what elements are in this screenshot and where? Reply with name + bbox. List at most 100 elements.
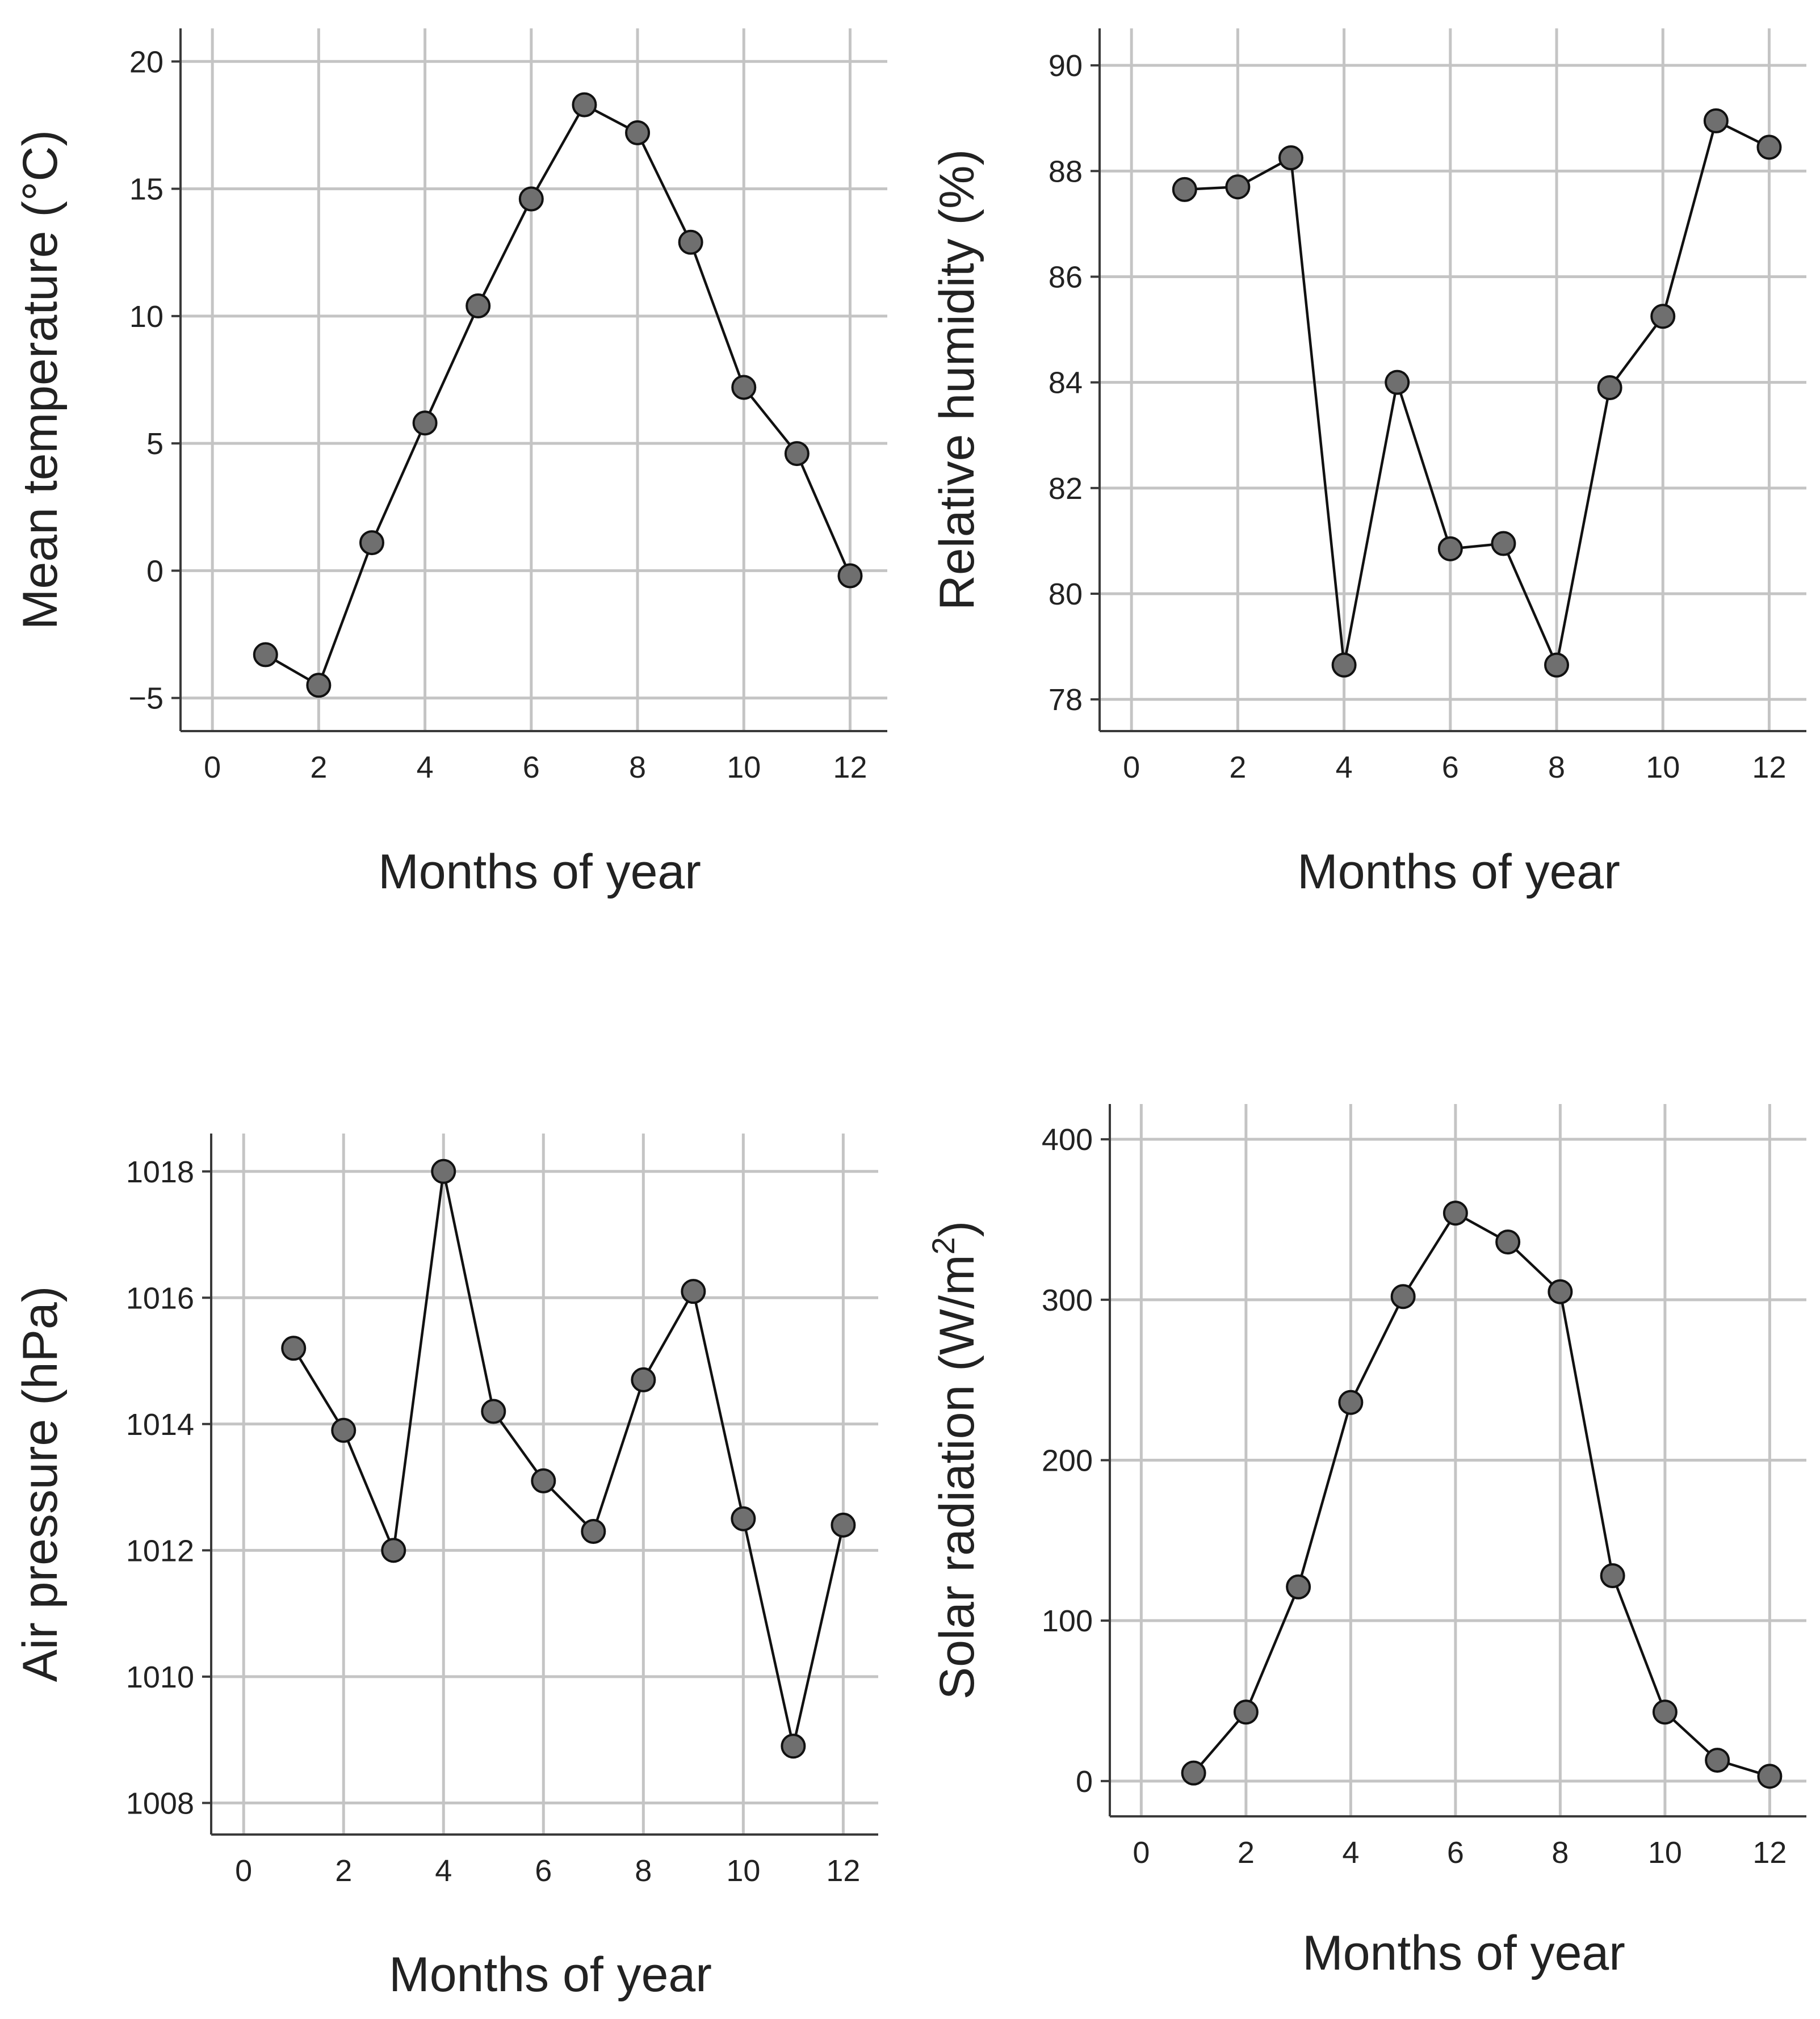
data-point bbox=[1225, 174, 1251, 200]
y-tick-label: 1008 bbox=[126, 1786, 194, 1820]
y-tick-label: 78 bbox=[1049, 683, 1083, 717]
data-point bbox=[1600, 1563, 1625, 1589]
y-tick-label: 88 bbox=[1049, 154, 1083, 188]
data-point bbox=[1548, 1279, 1573, 1304]
data-point bbox=[1390, 1284, 1416, 1309]
x-axis-title: Months of year bbox=[1297, 845, 1620, 899]
data-point bbox=[1442, 1201, 1468, 1226]
data-point bbox=[1278, 145, 1303, 171]
x-tick-label: 6 bbox=[1447, 1836, 1464, 1870]
y-tick-label: 300 bbox=[1042, 1283, 1093, 1317]
data-point bbox=[359, 530, 384, 556]
data-point bbox=[781, 1733, 806, 1759]
chart-panel-1: 0 2 4 6 8 10 12 20 15 10 5 0 −5 Months of year Mean te… bbox=[13, 28, 887, 899]
y-axis-title: Solar radiation (W/m2) bbox=[925, 1221, 984, 1700]
y-tick-label: 84 bbox=[1049, 366, 1083, 400]
y-axis-title: Air pressure (hPa) bbox=[13, 1286, 68, 1682]
x-tick-label: 4 bbox=[1342, 1836, 1359, 1870]
y-tick-label: 20 bbox=[129, 45, 163, 79]
x-tick-label: 10 bbox=[726, 1854, 760, 1888]
data-point bbox=[1233, 1699, 1259, 1725]
data-point bbox=[253, 642, 278, 668]
y-tick-label: 82 bbox=[1049, 472, 1083, 506]
data-point bbox=[731, 375, 757, 400]
data-point bbox=[1705, 1748, 1730, 1773]
series-line bbox=[265, 103, 852, 687]
data-point bbox=[331, 1417, 357, 1443]
series-line bbox=[292, 1170, 845, 1748]
y-axis-title-text: Relative humidity (%) bbox=[930, 149, 984, 610]
data-point bbox=[625, 120, 651, 145]
data-point bbox=[518, 186, 544, 212]
data-point bbox=[1544, 652, 1570, 678]
y-tick-label: 5 bbox=[146, 427, 163, 461]
x-tick-label: 0 bbox=[1133, 1836, 1150, 1870]
y-axis-title-text: Mean temperature (°C) bbox=[13, 130, 68, 629]
x-axis-title: Months of year bbox=[378, 845, 701, 899]
x-tick-label: 12 bbox=[826, 1854, 860, 1888]
x-tick-label: 6 bbox=[523, 750, 540, 784]
x-tick-label: 0 bbox=[204, 750, 221, 784]
data-point bbox=[1385, 370, 1410, 395]
data-point bbox=[1338, 1390, 1364, 1415]
x-tick-label: 10 bbox=[727, 750, 761, 784]
y-tick-label: 400 bbox=[1042, 1123, 1093, 1157]
data-point bbox=[1597, 375, 1622, 400]
x-tick-label: 12 bbox=[1752, 1836, 1787, 1870]
x-tick-label: 0 bbox=[235, 1854, 252, 1888]
x-tick-label: 8 bbox=[1551, 1836, 1569, 1870]
data-point bbox=[381, 1538, 406, 1563]
data-point bbox=[831, 1512, 856, 1538]
x-axis-title: Months of year bbox=[1302, 1926, 1625, 1980]
x-axis-title: Months of year bbox=[389, 1947, 712, 2002]
y-tick-label: 86 bbox=[1049, 260, 1083, 294]
data-point bbox=[1331, 652, 1357, 678]
data-point bbox=[431, 1158, 456, 1184]
x-tick-label: 10 bbox=[1648, 1836, 1682, 1870]
data-point bbox=[466, 293, 491, 318]
x-tick-label: 4 bbox=[435, 1854, 452, 1888]
x-tick-label: 4 bbox=[417, 750, 434, 784]
data-point bbox=[681, 1279, 706, 1304]
data-point bbox=[1172, 177, 1197, 202]
data-point bbox=[1650, 304, 1676, 329]
data-point bbox=[1757, 1764, 1783, 1789]
chart-panel-2: 0 2 4 6 8 10 12 90 88 86 84 82 80 78 Months of year Rel… bbox=[930, 28, 1806, 899]
data-point bbox=[412, 410, 438, 436]
x-tick-label: 2 bbox=[335, 1854, 352, 1888]
x-tick-label: 2 bbox=[310, 750, 327, 784]
y-tick-label: 90 bbox=[1049, 49, 1083, 83]
y-tick-label: 0 bbox=[146, 554, 163, 588]
series-line bbox=[1192, 1211, 1771, 1778]
x-tick-label: 0 bbox=[1123, 750, 1140, 784]
y-tick-label: 1014 bbox=[126, 1408, 194, 1442]
x-tick-label: 12 bbox=[833, 750, 867, 784]
x-tick-label: 10 bbox=[1646, 750, 1680, 784]
x-tick-label: 6 bbox=[1442, 750, 1459, 784]
data-point bbox=[678, 229, 703, 255]
x-tick-label: 2 bbox=[1229, 750, 1246, 784]
data-point bbox=[531, 1468, 556, 1493]
data-point bbox=[306, 673, 332, 698]
y-axis-title: Relative humidity (%) bbox=[930, 149, 984, 610]
data-point bbox=[1756, 135, 1782, 160]
data-point bbox=[784, 441, 810, 467]
chart-panel-4: 0 2 4 6 8 10 12 400 300 200 100 0 Months of year Sola… bbox=[925, 1104, 1806, 1980]
x-tick-label: 8 bbox=[635, 1854, 652, 1888]
y-tick-label: 1016 bbox=[126, 1281, 194, 1315]
y-axis-title-text: Air pressure (hPa) bbox=[13, 1286, 68, 1682]
x-tick-label: 2 bbox=[1238, 1836, 1255, 1870]
data-point bbox=[481, 1399, 506, 1424]
x-tick-label: 8 bbox=[629, 750, 646, 784]
chart-panel-3: 0 2 4 6 8 10 12101810161014101210101008Months … bbox=[13, 1134, 878, 2002]
data-point bbox=[1181, 1760, 1206, 1786]
data-point bbox=[837, 563, 863, 589]
y-tick-label: 10 bbox=[129, 300, 163, 334]
y-tick-label: 1018 bbox=[126, 1155, 194, 1189]
x-tick-label: 4 bbox=[1336, 750, 1353, 784]
y-tick-label: 15 bbox=[129, 173, 163, 207]
y-tick-label: 1010 bbox=[126, 1660, 194, 1694]
y-axis-title: Mean temperature (°C) bbox=[13, 130, 68, 629]
y-tick-label: −5 bbox=[128, 682, 163, 716]
